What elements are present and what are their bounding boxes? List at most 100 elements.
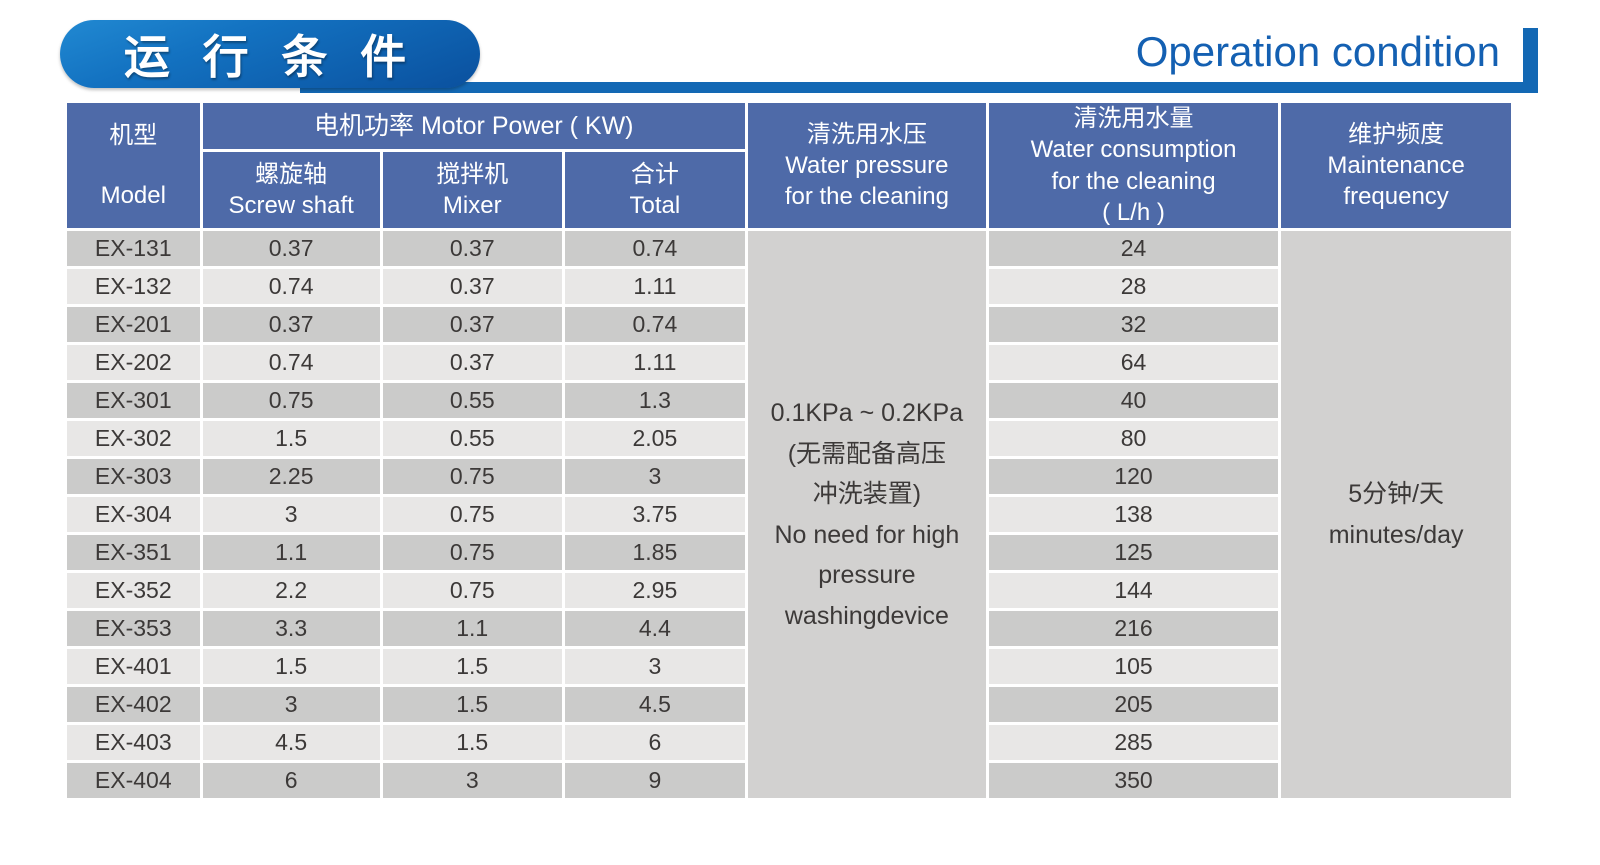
screw-shaft-cell: 3 — [202, 687, 380, 722]
water-consumption-cell: 205 — [988, 687, 1279, 722]
model-cell: EX-131 — [67, 231, 200, 266]
title-band: 运 行 条 件 Operation condition — [0, 0, 1600, 100]
screw-shaft-cell: 4.5 — [202, 725, 380, 760]
table-row: EX-131 0.37 0.37 0.74 0.1KPa ~ 0.2KPa (无需配备高… — [67, 231, 1511, 798]
header-row-top: 机型 Model 电机功率 Motor Power ( KW) 清洗用水压 Wa… — [67, 103, 1511, 228]
maintenance-merged-cell: 5分钟/天 minutes/day — [1281, 231, 1511, 798]
table-row: EX-302 1.5 0.55 2.05 80 — [67, 421, 1511, 456]
header-water-consumption: 清洗用水量 Water consumption for the cleaning… — [988, 103, 1279, 228]
total-cell: 4.4 — [564, 611, 745, 646]
page-title-en: Operation condition — [1135, 28, 1500, 75]
total-cell: 3 — [564, 459, 745, 494]
screw-shaft-cell: 2.2 — [202, 573, 380, 608]
total-cell: 3.75 — [564, 497, 745, 532]
operation-condition-table: 机型 Model 电机功率 Motor Power ( KW) 清洗用水压 Wa… — [64, 100, 1514, 801]
table-row: EX-401 1.5 1.5 3 105 — [67, 649, 1511, 684]
title-accent-bar — [1523, 28, 1538, 93]
table-row: EX-202 0.74 0.37 1.11 64 — [67, 345, 1511, 380]
total-cell: 4.5 — [564, 687, 745, 722]
screw-shaft-cell: 3.3 — [202, 611, 380, 646]
screw-shaft-cell: 1.1 — [202, 535, 380, 570]
water-consumption-cell: 216 — [988, 611, 1279, 646]
table-body: EX-131 0.37 0.37 0.74 0.1KPa ~ 0.2KPa (无需配备高… — [67, 231, 1511, 798]
model-cell: EX-202 — [67, 345, 200, 380]
mixer-cell: 0.55 — [382, 421, 562, 456]
spec-table: 机型 Model 电机功率 Motor Power ( KW) 清洗用水压 Wa… — [64, 100, 1514, 801]
table-row: EX-353 3.3 1.1 4.4 216 — [67, 611, 1511, 646]
header-maintenance-frequency: 维护频度 Maintenance frequency — [1281, 103, 1511, 228]
total-cell: 0.74 — [564, 307, 745, 342]
header-water-pressure: 清洗用水压 Water pressure for the cleaning — [747, 103, 986, 228]
total-cell: 3 — [564, 649, 745, 684]
table-row: EX-303 2.25 0.75 3 120 — [67, 459, 1511, 494]
screw-shaft-cell: 0.37 — [202, 307, 380, 342]
model-cell: EX-132 — [67, 269, 200, 304]
mixer-cell: 0.37 — [382, 307, 562, 342]
model-cell: EX-303 — [67, 459, 200, 494]
water-consumption-cell: 105 — [988, 649, 1279, 684]
model-cell: EX-201 — [67, 307, 200, 342]
mixer-cell: 1.5 — [382, 725, 562, 760]
header-motor-power: 电机功率 Motor Power ( KW) — [202, 103, 745, 149]
total-cell: 9 — [564, 763, 745, 798]
water-pressure-merged-cell: 0.1KPa ~ 0.2KPa (无需配备高压 冲洗装置) No need fo… — [747, 231, 986, 798]
mixer-cell: 0.37 — [382, 231, 562, 266]
table-row: EX-404 6 3 9 350 — [67, 763, 1511, 798]
mixer-cell: 1.5 — [382, 687, 562, 722]
screw-shaft-cell: 0.74 — [202, 345, 380, 380]
water-consumption-cell: 80 — [988, 421, 1279, 456]
model-cell: EX-301 — [67, 383, 200, 418]
table-row: EX-403 4.5 1.5 6 285 — [67, 725, 1511, 760]
water-consumption-cell: 24 — [988, 231, 1279, 266]
table-row: EX-402 3 1.5 4.5 205 — [67, 687, 1511, 722]
table-header: 机型 Model 电机功率 Motor Power ( KW) 清洗用水压 Wa… — [67, 103, 1511, 228]
model-cell: EX-351 — [67, 535, 200, 570]
title-pill: 运 行 条 件 — [60, 20, 480, 88]
water-consumption-cell: 350 — [988, 763, 1279, 798]
screw-shaft-cell: 0.74 — [202, 269, 380, 304]
mixer-cell: 1.5 — [382, 649, 562, 684]
mixer-cell: 1.1 — [382, 611, 562, 646]
page-title-zh: 运 行 条 件 — [123, 31, 417, 83]
table-row: EX-351 1.1 0.75 1.85 125 — [67, 535, 1511, 570]
screw-shaft-cell: 0.75 — [202, 383, 380, 418]
mixer-cell: 3 — [382, 763, 562, 798]
total-cell: 1.11 — [564, 345, 745, 380]
table-row: EX-132 0.74 0.37 1.11 28 — [67, 269, 1511, 304]
model-cell: EX-353 — [67, 611, 200, 646]
water-consumption-cell: 285 — [988, 725, 1279, 760]
mixer-cell: 0.75 — [382, 535, 562, 570]
water-consumption-cell: 138 — [988, 497, 1279, 532]
total-cell: 1.85 — [564, 535, 745, 570]
water-consumption-cell: 144 — [988, 573, 1279, 608]
water-consumption-cell: 32 — [988, 307, 1279, 342]
model-cell: EX-404 — [67, 763, 200, 798]
header-model: 机型 Model — [67, 103, 200, 228]
table-row: EX-304 3 0.75 3.75 138 — [67, 497, 1511, 532]
water-consumption-cell: 64 — [988, 345, 1279, 380]
total-cell: 2.95 — [564, 573, 745, 608]
table-row: EX-352 2.2 0.75 2.95 144 — [67, 573, 1511, 608]
water-consumption-cell: 40 — [988, 383, 1279, 418]
table-row: EX-301 0.75 0.55 1.3 40 — [67, 383, 1511, 418]
mixer-cell: 0.37 — [382, 269, 562, 304]
header-total: 合计 Total — [564, 152, 745, 228]
total-cell: 1.11 — [564, 269, 745, 304]
header-mixer: 搅拌机 Mixer — [382, 152, 562, 228]
header-screw-shaft: 螺旋轴 Screw shaft — [202, 152, 380, 228]
water-consumption-cell: 120 — [988, 459, 1279, 494]
header-row-sub: 螺旋轴 Screw shaft 搅拌机 Mixer 合计 Total — [67, 152, 1511, 228]
model-cell: EX-302 — [67, 421, 200, 456]
screw-shaft-cell: 3 — [202, 497, 380, 532]
model-cell: EX-401 — [67, 649, 200, 684]
total-cell: 1.3 — [564, 383, 745, 418]
model-cell: EX-304 — [67, 497, 200, 532]
model-cell: EX-402 — [67, 687, 200, 722]
mixer-cell: 0.75 — [382, 573, 562, 608]
screw-shaft-cell: 0.37 — [202, 231, 380, 266]
table-row: EX-201 0.37 0.37 0.74 32 — [67, 307, 1511, 342]
model-cell: EX-403 — [67, 725, 200, 760]
total-cell: 0.74 — [564, 231, 745, 266]
total-cell: 6 — [564, 725, 745, 760]
mixer-cell: 0.37 — [382, 345, 562, 380]
